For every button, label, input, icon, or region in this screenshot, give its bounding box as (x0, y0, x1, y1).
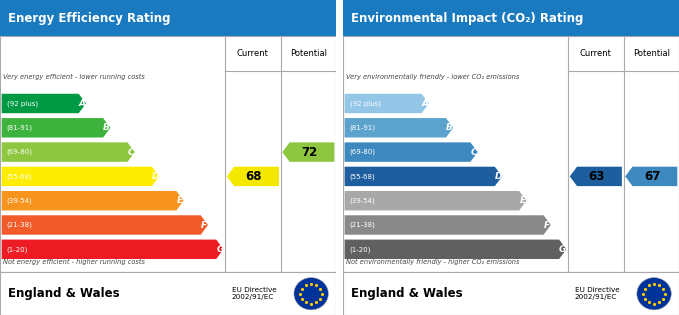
Text: B: B (446, 123, 453, 132)
Text: Environmental Impact (CO₂) Rating: Environmental Impact (CO₂) Rating (351, 12, 584, 25)
Text: A: A (422, 99, 428, 108)
Text: (39-54): (39-54) (7, 198, 33, 204)
Text: F: F (201, 220, 207, 230)
Polygon shape (344, 167, 502, 186)
Text: (21-38): (21-38) (350, 222, 375, 228)
Polygon shape (1, 94, 86, 113)
Text: Not environmentally friendly - higher CO₂ emissions: Not environmentally friendly - higher CO… (346, 259, 519, 265)
Text: E: E (177, 196, 183, 205)
Text: 63: 63 (588, 170, 605, 183)
Text: (81-91): (81-91) (350, 124, 375, 131)
Circle shape (294, 278, 329, 310)
Text: E: E (520, 196, 526, 205)
Text: A: A (79, 99, 86, 108)
Polygon shape (1, 191, 183, 210)
Bar (0, 272, 336, 315)
Text: G: G (216, 245, 223, 254)
Text: C: C (128, 148, 134, 157)
Polygon shape (344, 142, 477, 162)
Text: (69-80): (69-80) (350, 149, 375, 155)
Polygon shape (227, 167, 279, 186)
Text: (1-20): (1-20) (7, 246, 28, 253)
Circle shape (637, 278, 672, 310)
Polygon shape (282, 142, 335, 162)
Text: EU Directive
2002/91/EC: EU Directive 2002/91/EC (232, 287, 276, 300)
Polygon shape (1, 240, 223, 259)
Bar (343, 0, 679, 36)
Text: England & Wales: England & Wales (8, 287, 120, 300)
Text: Current: Current (580, 49, 612, 58)
Text: (55-68): (55-68) (350, 173, 375, 180)
Text: (1-20): (1-20) (350, 246, 371, 253)
Text: (81-91): (81-91) (7, 124, 33, 131)
Polygon shape (344, 240, 566, 259)
Text: Current: Current (237, 49, 269, 58)
Polygon shape (1, 142, 134, 162)
Polygon shape (344, 94, 429, 113)
Polygon shape (1, 215, 208, 235)
Polygon shape (344, 215, 551, 235)
Text: (92 plus): (92 plus) (350, 100, 381, 107)
Text: (69-80): (69-80) (7, 149, 33, 155)
Bar (0, 36, 336, 272)
Text: (55-68): (55-68) (7, 173, 33, 180)
Text: F: F (544, 220, 550, 230)
Bar (0, 0, 336, 36)
Text: EU Directive
2002/91/EC: EU Directive 2002/91/EC (575, 287, 619, 300)
Text: B: B (103, 123, 110, 132)
Text: (39-54): (39-54) (350, 198, 375, 204)
Text: D: D (152, 172, 160, 181)
Text: Very environmentally friendly - lower CO₂ emissions: Very environmentally friendly - lower CO… (346, 74, 519, 80)
Text: (21-38): (21-38) (7, 222, 33, 228)
Text: England & Wales: England & Wales (351, 287, 463, 300)
Text: 68: 68 (245, 170, 262, 183)
Text: 67: 67 (644, 170, 660, 183)
Polygon shape (625, 167, 678, 186)
Polygon shape (570, 167, 622, 186)
Text: 72: 72 (301, 146, 317, 158)
Polygon shape (344, 118, 454, 138)
Polygon shape (1, 118, 111, 138)
Text: G: G (559, 245, 566, 254)
Text: Very energy efficient - lower running costs: Very energy efficient - lower running co… (3, 74, 145, 80)
Text: D: D (495, 172, 502, 181)
Polygon shape (344, 191, 526, 210)
Polygon shape (1, 167, 159, 186)
Text: Not energy efficient - higher running costs: Not energy efficient - higher running co… (3, 259, 145, 265)
Text: Potential: Potential (290, 49, 327, 58)
Text: C: C (471, 148, 477, 157)
Bar (343, 272, 679, 315)
Text: (92 plus): (92 plus) (7, 100, 38, 107)
Text: Potential: Potential (633, 49, 669, 58)
Text: Energy Efficiency Rating: Energy Efficiency Rating (8, 12, 171, 25)
Bar (343, 36, 679, 272)
